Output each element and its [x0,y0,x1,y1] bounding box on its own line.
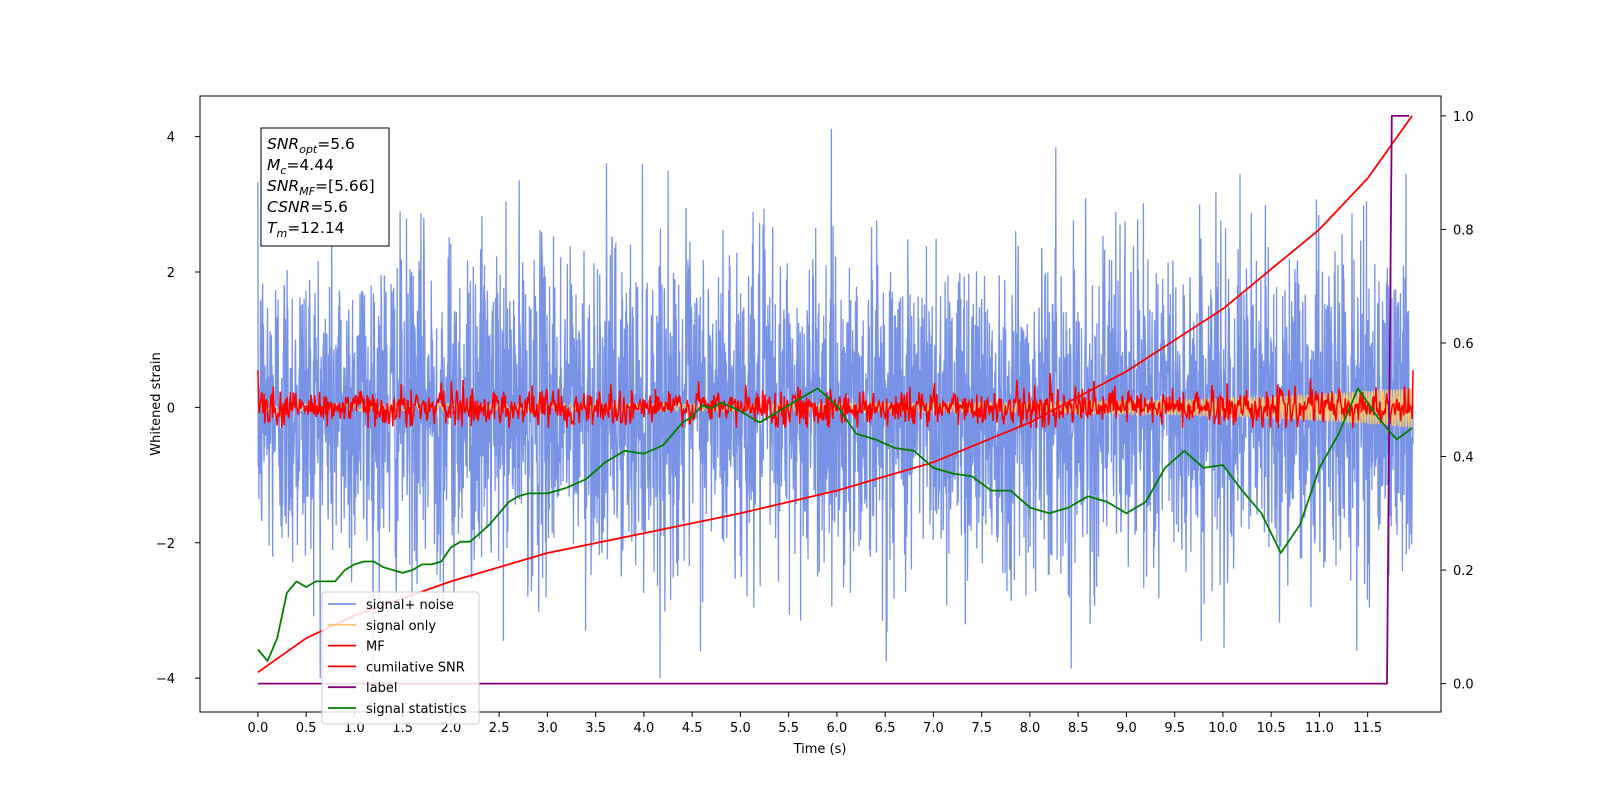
y-axis-left: 4 2 0 −2 −4 [156,131,200,687]
annotation-line: Mc=4.44 [267,156,334,177]
legend-entry-label: cumilative SNR [366,660,465,675]
legend-frame [321,591,480,725]
y-axis-right: 1.0 0.8 0.6 0.4 0.2 0.0 [1441,110,1474,693]
series-label-line [257,115,1410,685]
x-tick-label: 4.5 [682,721,703,736]
x-tick-label: 5.0 [730,721,751,736]
legend-entry-label: signal+ noise [366,598,454,613]
y-tick-label: 2 [167,266,175,281]
legend-entry-label: signal only [366,619,436,634]
annotation-line: CSNR=5.6 [267,198,348,216]
x-axis-label: Time (s) [793,742,847,757]
x-tick-label: 10.0 [1208,721,1237,736]
legend-entry-label: MF [366,640,385,655]
x-tick-label: 0.0 [248,721,269,736]
x-tick-label: 6.5 [875,721,896,736]
annotation-line: SNRopt=5.6 [267,135,355,156]
legend-entry-label: signal statistics [366,702,467,717]
annotation-line: Tm=12.14 [267,219,345,240]
x-tick-label: 6.0 [827,721,848,736]
y-tick-label: 4 [167,131,175,146]
x-tick-label: 8.0 [1020,721,1041,736]
y2-tick-label: 0.2 [1453,564,1474,579]
legend: signal+ noise signal only MF cumilative SNR… [321,591,480,725]
y-axis-label: Whitened strain [149,352,164,455]
x-tick-label: 8.5 [1068,721,1089,736]
x-tick-label: 4.0 [634,721,655,736]
y2-tick-label: 0.6 [1453,337,1474,352]
y2-tick-label: 0.8 [1453,223,1474,238]
y-tick-label: 0 [167,401,175,416]
series-signal-statistics-line [257,387,1413,662]
x-tick-label: 10.5 [1257,721,1286,736]
y2-tick-label: 1.0 [1453,110,1474,125]
y2-tick-label: 0.4 [1453,451,1474,466]
x-tick-label: 11.5 [1353,721,1382,736]
x-tick-label: 7.5 [971,721,992,736]
y2-tick-label: 0.0 [1453,678,1474,693]
x-tick-label: 9.5 [1164,721,1185,736]
annotation-frame [260,127,390,247]
y-tick-label: −2 [156,537,175,552]
legend-entry-label: label [366,681,397,696]
x-tick-label: 3.0 [537,721,558,736]
x-tick-label: 5.5 [778,721,799,736]
x-tick-label: 2.5 [489,721,510,736]
plot-frame [199,95,1442,713]
x-tick-label: 1.0 [344,721,365,736]
x-tick-label: 0.5 [296,721,317,736]
x-tick-label: 11.0 [1305,721,1334,736]
x-tick-label: 2.0 [441,721,462,736]
annotation-line: SNRMF=[5.66] [267,177,375,198]
x-axis: 0.0 0.5 1.0 1.5 2.0 2.5 3.0 3.5 4.0 4.5 5.0 5.5 6.0 6… [248,712,1382,736]
y-tick-label: −4 [156,672,175,687]
x-tick-label: 1.5 [392,721,413,736]
x-tick-label: 7.0 [923,721,944,736]
x-tick-label: 9.0 [1116,721,1137,736]
x-tick-label: 3.5 [585,721,606,736]
